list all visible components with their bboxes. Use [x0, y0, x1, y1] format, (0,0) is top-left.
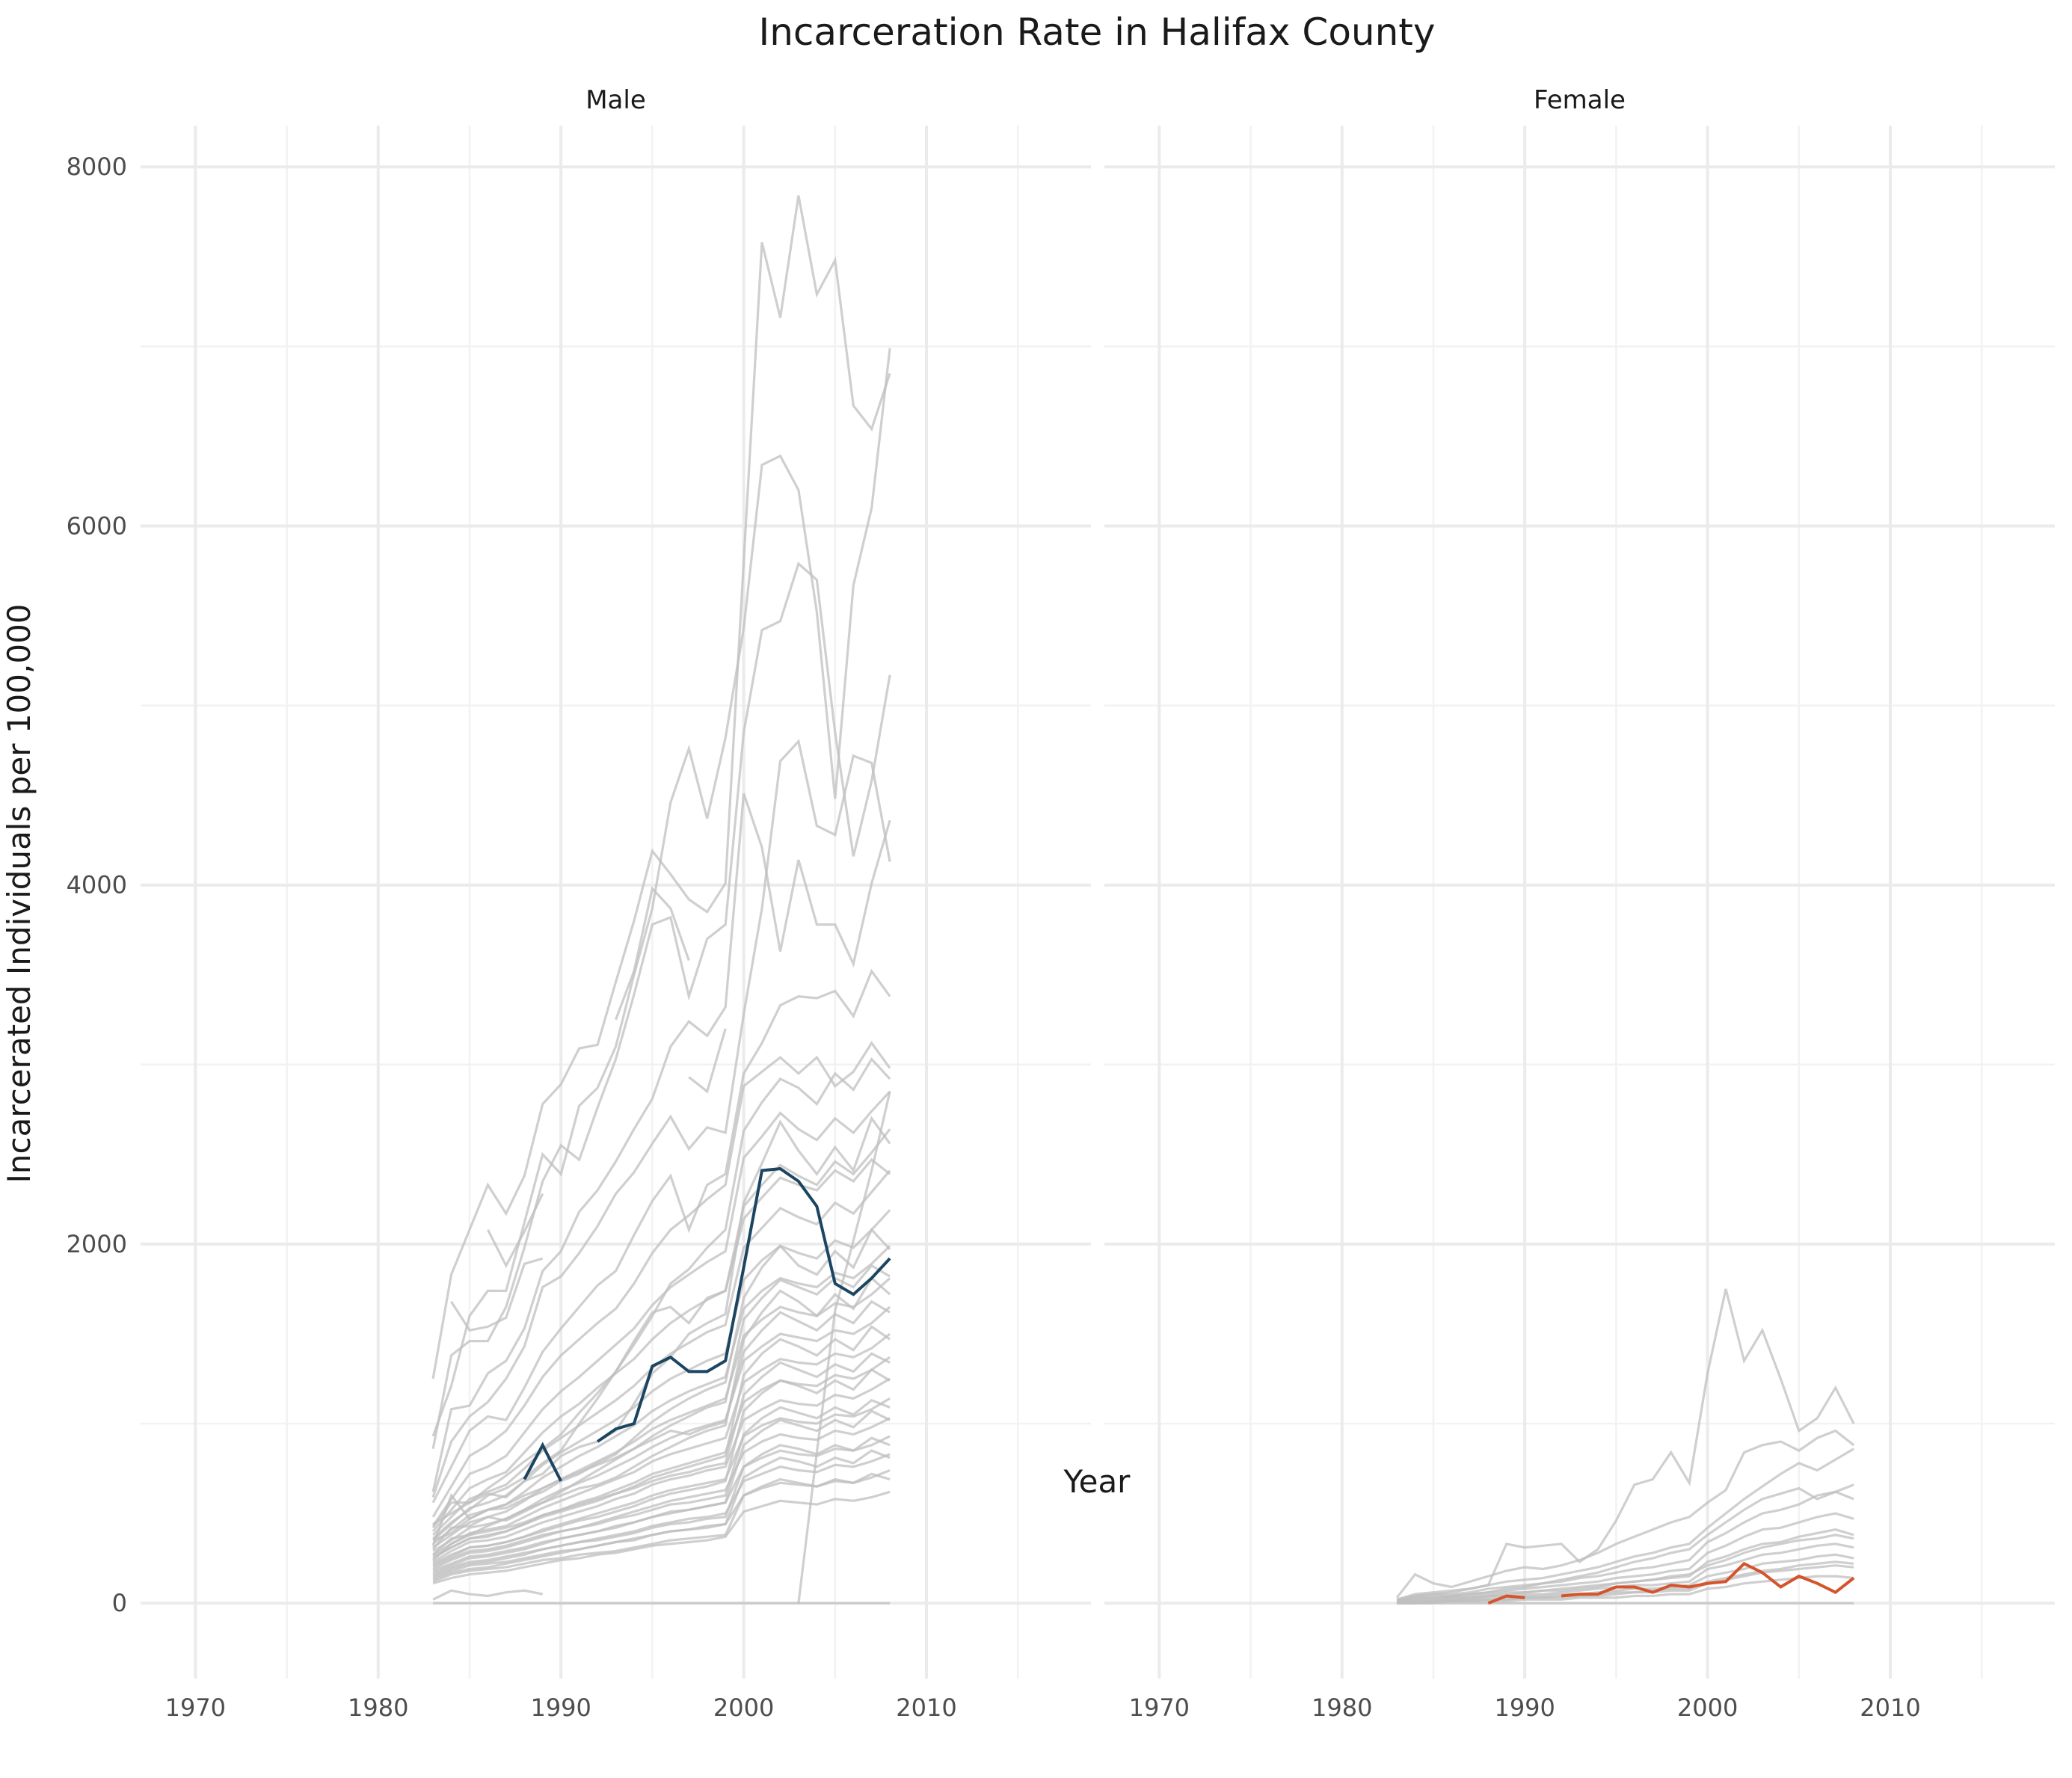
- series-line: [432, 1589, 544, 1601]
- x-tick-label-1970: 1970: [1129, 1694, 1190, 1722]
- x-tick-label-1990: 1990: [530, 1694, 591, 1722]
- series-line: [1397, 1560, 1854, 1605]
- series-line: [431, 195, 891, 1379]
- series-line: [1396, 1490, 1854, 1603]
- series-line: [432, 1332, 891, 1556]
- y-tick-label-0: 0: [112, 1589, 127, 1617]
- series-line: [1396, 1534, 1854, 1605]
- series-line: [432, 1157, 891, 1525]
- series-line: [431, 793, 891, 1492]
- facet-label-male: Male: [585, 85, 646, 115]
- y-tick-label-2000: 2000: [67, 1230, 127, 1258]
- highlight-series-female: [1487, 1561, 1855, 1605]
- series-line: [1396, 1483, 1854, 1603]
- series-line: [432, 1056, 891, 1539]
- series-line: [431, 1116, 891, 1529]
- x-tick-label-1980: 1980: [1312, 1694, 1372, 1722]
- series-line: [432, 1277, 891, 1549]
- series-line: [432, 1227, 891, 1542]
- y-tick-label-4000: 4000: [67, 871, 127, 899]
- series-line: [615, 886, 690, 1021]
- series-line: [431, 1276, 891, 1551]
- panel-male: Male 1970 1980 1990 2000 2010 0 2000 4000 6000 800…: [67, 85, 1091, 1722]
- series-line: [1397, 1575, 1854, 1605]
- y-tick-label-8000: 8000: [67, 153, 127, 181]
- background-series-female: [1395, 1288, 1855, 1605]
- series-line: [431, 1128, 891, 1533]
- series-line: [432, 1398, 891, 1569]
- x-tick-label-1990: 1990: [1494, 1694, 1555, 1722]
- series-line: [432, 1490, 891, 1585]
- series-line: [432, 1264, 891, 1556]
- series-line: [431, 1041, 891, 1518]
- series-line: [431, 1299, 891, 1546]
- series-line: [1395, 1429, 1855, 1599]
- series-line: [432, 1352, 891, 1561]
- series-line: [432, 1409, 891, 1572]
- series-line: [431, 1090, 891, 1527]
- x-tick-label-2010: 2010: [1860, 1694, 1920, 1722]
- series-line: [431, 968, 891, 1504]
- panels: Male 1970 1980 1990 2000 2010 0 2000 4000 6000 800…: [67, 85, 2055, 1722]
- series-line: [486, 1193, 544, 1269]
- x-tick-label-1970: 1970: [165, 1694, 226, 1722]
- series-line: [431, 348, 891, 1437]
- series-line: [432, 1449, 891, 1579]
- highlight-series-male: [523, 1167, 891, 1482]
- series-line: [432, 1368, 891, 1565]
- x-axis-title: Year: [1063, 1463, 1131, 1500]
- x-tick-label-2000: 2000: [713, 1694, 774, 1722]
- facet-label-female: Female: [1534, 85, 1626, 115]
- x-tick-label-2010: 2010: [896, 1694, 956, 1722]
- x-tick-label-1980: 1980: [348, 1694, 408, 1722]
- series-line: [450, 1257, 544, 1332]
- series-line: [688, 1028, 727, 1094]
- highlight-line: [596, 1167, 891, 1443]
- y-axis-title: Incarcerated Individuals per 100,000: [1, 603, 37, 1183]
- series-line: [431, 562, 891, 1450]
- highlight-line: [1561, 1561, 1855, 1598]
- series-line: [432, 1325, 891, 1558]
- series-line: [1396, 1448, 1854, 1601]
- y-tick-label-6000: 6000: [67, 511, 127, 540]
- series-line: [431, 739, 891, 1498]
- series-line: [432, 1417, 891, 1570]
- x-tick-label-2000: 2000: [1677, 1694, 1738, 1722]
- series-line: [432, 1436, 891, 1576]
- highlight-line: [523, 1442, 562, 1482]
- series-line: [797, 1091, 891, 1604]
- chart-title: Incarceration Rate in Halifax County: [759, 10, 1436, 54]
- series-line: [432, 1377, 891, 1563]
- background-series-male: [431, 195, 891, 1605]
- panel-female: Female 1970 1980 1990 2000 2010: [1104, 85, 2055, 1722]
- highlight-line: [1487, 1594, 1525, 1605]
